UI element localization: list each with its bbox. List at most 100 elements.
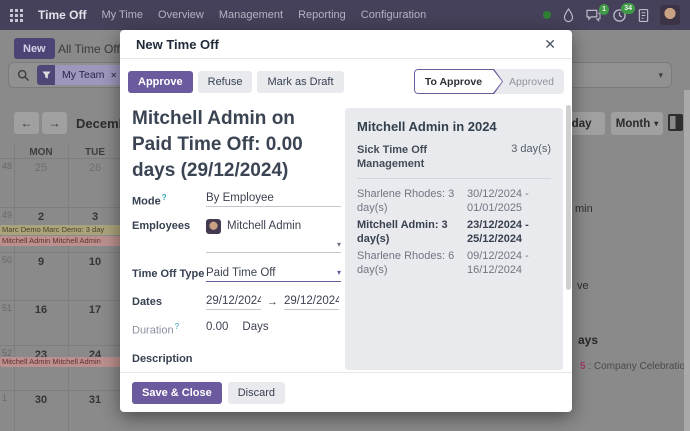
dialog-title: New Time Off [136,36,219,52]
prev-month-button[interactable]: ← [14,112,39,134]
dialog-toolbar: Approve Refuse Mark as Draft To Approve … [120,59,572,104]
week-number: 51 [2,303,13,313]
nav-reporting[interactable]: Reporting [298,9,346,21]
divider [357,178,551,179]
employees-input[interactable]: Mitchell Admin ▾ [206,218,341,253]
sidebar-text-fragment: ve [577,280,589,292]
new-button[interactable]: New [14,38,55,59]
systray: 1 34 [543,2,680,25]
droplet-icon[interactable] [562,7,575,23]
employee-tag[interactable]: Mitchell Admin [206,218,341,234]
help-icon: ? [174,321,180,331]
apps-menu-icon[interactable] [10,8,23,22]
description-label: Description [132,353,193,366]
mode-input[interactable]: By Employee [206,192,341,207]
app-title[interactable]: Time Off [38,8,87,22]
mode-label: Mode? [132,193,167,208]
employees-dropdown[interactable]: ▾ [206,238,341,253]
next-month-button[interactable]: → [42,112,67,134]
day-cell[interactable]: 10 [88,256,102,268]
status-bar: To Approve Approved [413,69,564,94]
week-number: 48 [2,161,13,171]
sidebar-toggle-icon[interactable] [668,114,683,131]
nav-configuration[interactable]: Configuration [360,9,427,21]
month-caret-icon: ▾ [654,119,659,128]
chevron-down-icon[interactable]: ▾ [336,240,341,250]
duration-value: 0.00 Days [206,320,269,333]
summary-days-value: 3 day(s) [511,143,551,155]
dialog-footer: Save & Close Discard [120,372,572,412]
messages-badge: 1 [599,3,609,15]
day-cell[interactable]: 2 [37,211,45,223]
day-cell[interactable]: 17 [88,304,102,316]
mark-as-draft-button[interactable]: Mark as Draft [257,70,344,93]
nav-management[interactable]: Management [218,9,284,21]
user-avatar[interactable] [660,5,680,25]
description-field-row: Description [132,352,341,365]
nav-my-time[interactable]: My Time [101,9,144,21]
close-icon[interactable]: ✕ [544,36,556,52]
breadcrumb[interactable]: All Time Off [58,42,120,56]
employee-name: Mitchell Admin [227,220,302,233]
day-cell[interactable]: 16 [34,304,48,316]
summary-entry: Sharlene Rhodes: 3 day(s) 30/12/2024 - 0… [357,188,529,214]
chevron-down-icon[interactable]: ▾ [336,268,341,278]
day-cell[interactable]: 30 [34,394,48,406]
date-to-input[interactable]: 29/12/2024 [284,295,339,310]
presence-status-icon [543,11,551,19]
week-number: 49 [2,210,13,220]
summary-entry: Sharlene Rhodes: 6 day(s) 09/12/2024 - 1… [357,250,529,276]
refuse-button[interactable]: Refuse [197,70,253,93]
date-from-input[interactable]: 29/12/2024 [206,295,261,310]
dates-field-row: Dates 29/12/2024 → 29/12/2024 [132,295,341,310]
day-cell[interactable]: 25 [34,162,48,174]
time-off-type-input[interactable]: Paid Time Off ▾ [206,267,341,282]
search-dropdown-caret-icon[interactable]: ▾ [658,69,663,80]
day-cell[interactable]: 3 [91,211,99,223]
filter-funnel-icon [37,65,55,85]
day-cell[interactable]: 31 [88,394,102,406]
new-time-off-dialog: New Time Off ✕ Approve Refuse Mark as Dr… [120,30,572,412]
status-step-to-approve[interactable]: To Approve [414,69,503,94]
help-icon: ? [161,193,167,202]
grid-line [14,145,15,431]
month-view-button[interactable]: Month ▾ [611,112,663,135]
time-off-summary-panel: Mitchell Admin in 2024 Sick Time Off Man… [345,108,563,370]
sidebar-holiday-entry: 5 : Company Celebration [580,361,690,372]
employees-label: Employees [132,219,191,232]
status-step-approved[interactable]: Approved [509,75,554,88]
remove-facet-icon[interactable]: ✕ [110,70,118,80]
sidebar-text-fragment: min [575,203,593,215]
dialog-scrollbar[interactable] [566,105,571,290]
record-title: Mitchell Admin on Paid Time Off: 0.00 da… [132,108,303,181]
activities-clock-icon[interactable]: 34 [612,2,635,23]
save-and-close-button[interactable]: Save & Close [132,381,222,404]
activities-badge: 34 [621,2,635,14]
kiosk-icon[interactable] [638,8,649,23]
dialog-body: Mitchell Admin on Paid Time Off: 0.00 da… [120,104,572,376]
summary-panel-title: Mitchell Admin in 2024 [357,119,497,134]
day-header-mon: MON [29,147,53,158]
summary-row: Sick Time Off Management 3 day(s) [357,143,551,171]
week-number: 1 [2,393,8,403]
nav-overview[interactable]: Overview [158,9,204,21]
search-icon [17,69,29,81]
week-number: 52 [2,348,13,358]
employee-avatar [206,218,221,234]
day-header-tue: TUE [85,147,105,158]
time-off-type-label: Time Off Type [132,267,205,280]
approve-button[interactable]: Approve [128,70,193,93]
dialog-header: New Time Off ✕ [120,30,572,59]
dates-label: Dates [132,295,162,308]
day-cell[interactable]: 26 [88,162,102,174]
summary-entry-current: Mitchell Admin: 3 day(s) 23/12/2024 - 25… [357,219,529,245]
employees-field-row: Employees Mitchell Admin ▾ [132,218,341,253]
day-cell[interactable]: 9 [37,256,45,268]
discard-button[interactable]: Discard [227,381,285,404]
messages-icon[interactable]: 1 [586,3,609,22]
week-number: 50 [2,255,13,265]
filter-facet-my-team[interactable]: My Team ✕ [37,65,125,85]
summary-type-label: Sick Time Off Management [357,144,428,170]
page-scrollbar[interactable] [684,90,690,431]
